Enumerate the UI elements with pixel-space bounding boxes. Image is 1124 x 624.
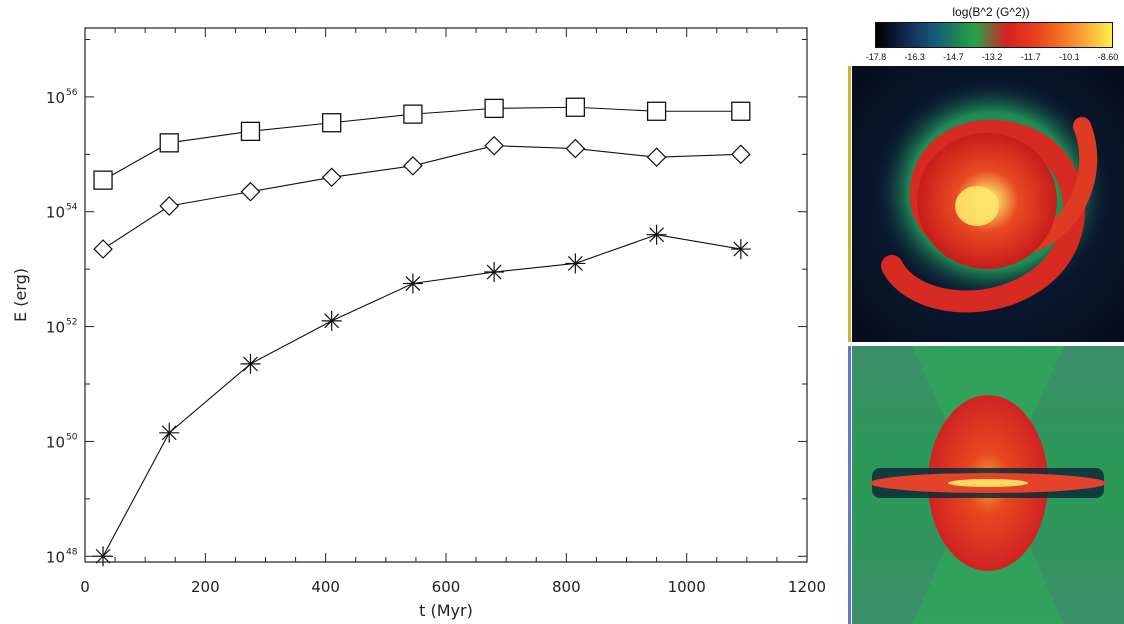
diamond-marker xyxy=(321,167,342,188)
y-tick-exponent: 52 xyxy=(66,318,77,328)
y-tick-label: 10 xyxy=(46,433,65,451)
x-tick-label: 1000 xyxy=(668,578,706,596)
square-marker xyxy=(93,170,113,190)
asterisk-stroke xyxy=(405,276,421,291)
colorbar-tick-label: -11.7 xyxy=(1020,52,1041,62)
colorbar-tick-label: -17.8 xyxy=(865,52,887,62)
asterisk-marker xyxy=(646,224,667,245)
asterisk-marker xyxy=(93,546,114,567)
colorbar-tick-labels: -17.8 -16.3 -14.7 -13.2 -11.7 -10.1 -8.60 xyxy=(850,52,1124,66)
asterisk-stroke xyxy=(161,425,177,441)
asterisk-marker xyxy=(565,253,586,274)
top-panel-edge xyxy=(848,66,851,342)
asterisk-marker xyxy=(321,310,342,331)
asterisk-stroke xyxy=(649,227,665,243)
y-tick-label: 10 xyxy=(46,89,65,107)
x-tick-label: 200 xyxy=(191,578,220,596)
square-marker xyxy=(322,113,342,133)
y-axis-label: E (erg) xyxy=(11,268,30,322)
y-tick-label: 10 xyxy=(46,548,65,566)
bottom-panel-edge xyxy=(848,346,851,624)
x-axis-ticks: 0 200 400 600 800 1000 1200 xyxy=(80,28,826,596)
diamond-marker xyxy=(646,147,667,168)
colorbar-tick-label: -14.7 xyxy=(943,52,964,62)
y-tick-base: 10 xyxy=(46,319,65,337)
x-axis-label: t (Myr) xyxy=(419,601,473,620)
diamond-marker xyxy=(484,135,504,156)
colorbar-tick-label: -8.60 xyxy=(1097,52,1119,62)
y-tick-base: 10 xyxy=(46,433,65,451)
y-tick-base: 10 xyxy=(46,204,65,222)
colorbar-tick-label: -13.2 xyxy=(981,52,1003,62)
y-tick-base: 10 xyxy=(46,89,65,107)
colorbar xyxy=(875,22,1113,48)
asterisk-marker xyxy=(159,422,180,443)
square-marker xyxy=(646,101,667,121)
asterisk-marker xyxy=(402,273,423,294)
asterisk-stroke xyxy=(733,241,749,257)
square-marker xyxy=(731,101,751,121)
asterisk-stroke xyxy=(567,255,583,271)
square-marker xyxy=(403,104,423,124)
plot-frame xyxy=(84,27,808,563)
diamond-marker xyxy=(159,196,180,216)
diamond-marker xyxy=(93,239,113,259)
y-tick-base: 10 xyxy=(46,548,65,566)
x-tick-label: 800 xyxy=(552,578,581,596)
core-bright xyxy=(955,186,999,226)
colorbar-tick-label: -10.1 xyxy=(1059,52,1080,62)
series-line-diamond xyxy=(102,145,741,250)
colorbar-title: log(B^2 (G^2)) xyxy=(952,5,1030,19)
diamond-marker xyxy=(403,155,423,176)
x-tick-label: 1200 xyxy=(788,578,826,596)
edge-on-map-image xyxy=(852,346,1124,624)
series-layer xyxy=(93,97,751,567)
y-tick-exponent: 56 xyxy=(66,88,78,98)
square-marker xyxy=(565,97,586,117)
colorbar-tick-label: -16.3 xyxy=(904,52,925,62)
square-marker xyxy=(240,121,261,142)
square-marker xyxy=(159,133,179,153)
face-on-map-panel xyxy=(852,66,1124,342)
asterisk-stroke xyxy=(243,356,258,372)
edge-on-map-panel xyxy=(852,346,1124,624)
x-tick-label: 400 xyxy=(311,578,340,596)
y-tick-exponent: 48 xyxy=(66,547,78,557)
asterisk-stroke xyxy=(486,264,502,280)
asterisk-stroke xyxy=(324,313,340,329)
y-tick-exponent: 54 xyxy=(66,203,78,213)
disk-center xyxy=(948,479,1028,487)
asterisk-marker xyxy=(730,239,751,260)
asterisk-marker xyxy=(240,353,261,374)
y-tick-label: 10 xyxy=(46,204,65,222)
diamond-marker xyxy=(565,138,586,159)
asterisk-stroke xyxy=(95,548,111,564)
asterisk-marker xyxy=(484,262,505,283)
x-tick-label: 0 xyxy=(80,578,90,596)
square-marker xyxy=(484,98,504,119)
face-on-map-image xyxy=(874,79,1110,313)
y-tick-exponent: 50 xyxy=(66,432,78,442)
y-tick-label: 10 xyxy=(46,319,65,337)
diamond-marker xyxy=(730,144,751,165)
x-tick-label: 600 xyxy=(432,578,461,596)
diamond-marker xyxy=(240,181,261,202)
